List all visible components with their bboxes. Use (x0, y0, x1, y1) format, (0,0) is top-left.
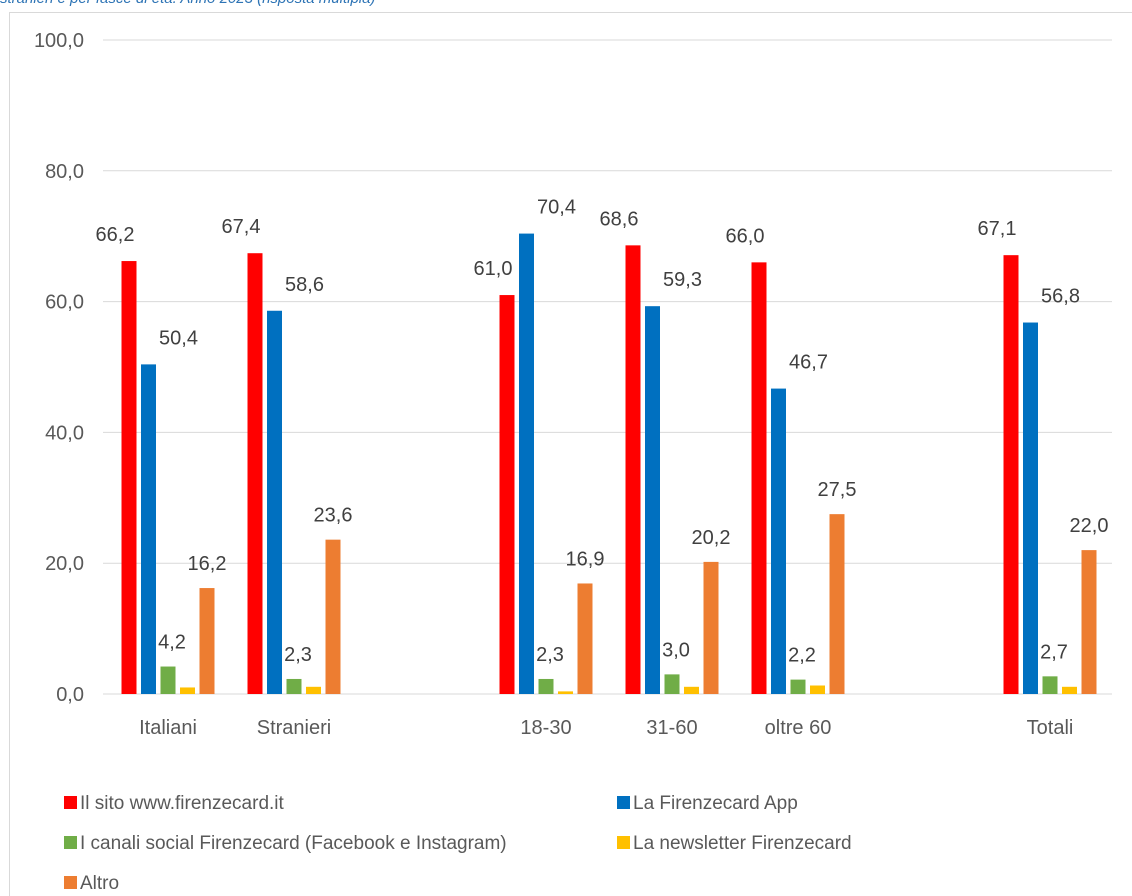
bar (684, 686, 699, 694)
y-tick-label: 20,0 (45, 553, 84, 575)
bar (790, 679, 806, 694)
category-label: Totali (1027, 717, 1074, 739)
data-label: 59,3 (663, 269, 702, 291)
y-tick-label: 80,0 (45, 161, 84, 183)
data-label: 16,9 (566, 548, 605, 570)
bar (538, 678, 554, 694)
legend-label: La newsletter Firenzecard (633, 833, 852, 854)
data-label: 4,2 (158, 632, 186, 654)
legend-label: Il sito www.firenzecard.it (80, 793, 285, 814)
data-label: 68,6 (600, 208, 639, 230)
bar (1042, 676, 1058, 694)
bar (625, 245, 641, 694)
data-label: 58,6 (285, 274, 324, 296)
bar (121, 261, 137, 694)
bar (519, 233, 534, 695)
data-label: 2,2 (788, 645, 816, 667)
bar (267, 310, 282, 694)
bar (645, 306, 660, 694)
y-tick-label: 60,0 (45, 292, 84, 314)
data-label: 22,0 (1070, 515, 1109, 537)
bar (751, 262, 767, 694)
chart-frame (9, 12, 1132, 896)
data-label: 66,0 (726, 225, 765, 247)
data-label: 50,4 (159, 327, 198, 349)
data-label: 16,2 (188, 553, 227, 575)
legend-label: Altro (80, 873, 119, 894)
bar (829, 514, 845, 694)
data-label: 3,0 (662, 639, 690, 661)
bar (1023, 322, 1038, 694)
bar (247, 253, 263, 695)
category-label: Stranieri (257, 717, 331, 739)
category-label: Italiani (139, 717, 197, 739)
data-label: 46,7 (789, 352, 828, 374)
data-label: 20,2 (692, 527, 731, 549)
bar (160, 666, 176, 694)
legend-swatch (64, 836, 77, 849)
data-label: 61,0 (474, 258, 513, 280)
bar (771, 388, 786, 694)
data-label: 67,4 (222, 216, 261, 238)
legend-swatch (617, 796, 630, 809)
bar (199, 588, 215, 694)
bar (1062, 686, 1077, 694)
legend-label: I canali social Firenzecard (Facebook e … (80, 833, 507, 854)
data-label: 27,5 (818, 479, 857, 501)
chart-caption: stranieri e per fasce di età. Anno 2023 … (0, 0, 1132, 10)
category-label: oltre 60 (765, 717, 832, 739)
data-label: 70,4 (537, 197, 576, 219)
bar (286, 678, 302, 694)
x-axis-category-labels: Italiani Stranieri 18-30 31-60 oltre 60 Total… (139, 717, 1073, 739)
y-tick-label: 100,0 (34, 30, 84, 52)
legend: Il sito www.firenzecard.it La Firenzecard… (64, 793, 852, 894)
data-label: 66,2 (96, 224, 135, 246)
bars (121, 233, 1097, 695)
category-label: 31-60 (646, 717, 697, 739)
bar (810, 685, 825, 694)
bar (577, 583, 593, 694)
bar (558, 691, 573, 694)
bar (499, 295, 515, 694)
bar (664, 674, 680, 694)
data-label: 67,1 (978, 218, 1017, 240)
bar (306, 686, 321, 694)
y-tick-label: 40,0 (45, 422, 84, 444)
bar (703, 561, 719, 694)
data-label: 2,7 (1040, 641, 1068, 663)
bar (141, 364, 156, 694)
data-label: 56,8 (1041, 286, 1080, 308)
legend-label: La Firenzecard App (633, 793, 798, 814)
bar (325, 539, 341, 694)
legend-swatch (64, 876, 77, 889)
y-tick-label: 0,0 (56, 684, 84, 706)
legend-swatch (617, 836, 630, 849)
data-label: 2,3 (536, 644, 564, 666)
category-label: 18-30 (520, 717, 571, 739)
bar (180, 687, 195, 694)
legend-swatch (64, 796, 77, 809)
data-labels: 66,2 67,4 61,0 68,6 66,0 67,1 50,4 58,6 70,4 59,3… (96, 197, 1109, 667)
data-label: 23,6 (314, 505, 353, 527)
bar (1003, 255, 1019, 694)
bar (1081, 550, 1097, 694)
y-axis-tick-labels: 0,0 20,0 40,0 60,0 80,0 100,0 (34, 30, 84, 706)
data-label: 2,3 (284, 644, 312, 666)
